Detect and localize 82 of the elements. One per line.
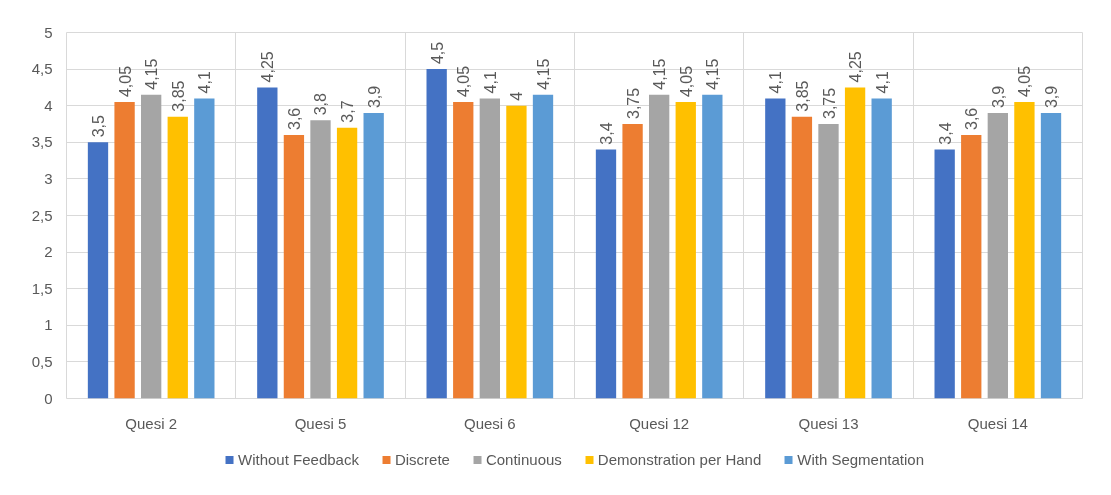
- bar: [283, 134, 305, 399]
- data-label: 4,1: [767, 71, 785, 94]
- data-label: 3,8: [312, 93, 330, 116]
- bar: [114, 102, 135, 399]
- data-label: 4,1: [873, 71, 891, 94]
- data-label: 3,9: [365, 85, 383, 109]
- x-tick-label: Quesi 2: [125, 414, 178, 432]
- x-tick-label: Quesi 12: [629, 414, 690, 432]
- bar: [702, 94, 723, 399]
- y-tick-label: 1,5: [31, 279, 53, 297]
- bar: [1040, 113, 1062, 399]
- bar: [194, 98, 215, 399]
- bar: [506, 105, 527, 399]
- data-label: 3,6: [963, 107, 981, 130]
- data-label: 4,1: [481, 71, 499, 94]
- bar: [532, 94, 554, 399]
- data-label: 4,05: [116, 65, 134, 98]
- y-tick-label: 2: [44, 243, 53, 261]
- data-label: 4,05: [455, 65, 473, 98]
- bar: [987, 113, 1008, 399]
- bar: [765, 98, 786, 399]
- bar: [1014, 102, 1035, 399]
- data-label: 3,5: [90, 114, 107, 138]
- bar: [87, 142, 109, 399]
- data-label: 4,25: [259, 51, 277, 83]
- bar: [675, 102, 696, 399]
- data-label: 3,75: [624, 87, 642, 119]
- y-tick-label: 3,5: [31, 133, 53, 151]
- legend-label: Without Feedback: [238, 450, 359, 468]
- x-tick-label: Quesi 6: [463, 414, 516, 432]
- y-tick-label: 1: [44, 316, 53, 334]
- bar: [961, 134, 982, 399]
- data-label: 4,5: [428, 41, 446, 65]
- data-label: 4: [508, 91, 526, 101]
- bar: [453, 102, 474, 399]
- data-label: 4,05: [1016, 65, 1034, 98]
- data-label: 4,1: [196, 71, 214, 94]
- bar: [257, 87, 278, 399]
- x-tick-label: Quesi 5: [294, 414, 347, 432]
- data-label: 3,7: [339, 100, 357, 123]
- legend-label: Continuous: [485, 450, 562, 468]
- x-tick-label: Quesi 14: [967, 414, 1028, 432]
- y-tick-label: 4,5: [31, 60, 53, 78]
- bar: [595, 149, 617, 399]
- bar: [622, 124, 643, 399]
- bar: [479, 98, 500, 399]
- data-label: 3,85: [793, 80, 811, 112]
- legend-label: Discrete: [394, 450, 450, 468]
- data-label: 3,9: [1043, 85, 1060, 109]
- bar: [336, 127, 358, 399]
- bar: [167, 116, 188, 399]
- y-tick-label: 2,5: [31, 206, 53, 224]
- x-tick-label: Quesi 13: [798, 414, 859, 432]
- data-label: 3,85: [169, 80, 187, 112]
- data-label: 4,15: [704, 58, 722, 90]
- bar: [871, 98, 892, 399]
- data-label: 3,75: [820, 87, 838, 119]
- bar: [649, 94, 670, 399]
- y-tick-label: 0: [44, 389, 53, 407]
- bar: [426, 69, 447, 399]
- data-label: 3,9: [989, 85, 1007, 109]
- data-label: 3,4: [936, 122, 954, 145]
- bar: [363, 113, 384, 399]
- bar: [818, 124, 839, 399]
- y-tick-label: 0,5: [31, 352, 53, 370]
- y-tick-label: 4: [44, 96, 53, 114]
- data-label: 4,05: [677, 65, 695, 98]
- y-tick-label: 5: [44, 23, 53, 41]
- bar: [310, 120, 331, 399]
- bar: [934, 149, 955, 399]
- bar: [791, 116, 813, 399]
- data-label: 3,6: [285, 107, 303, 130]
- y-tick-label: 3: [44, 169, 53, 187]
- data-label: 4,15: [535, 58, 552, 90]
- legend-label: Demonstration per Hand: [597, 450, 762, 468]
- bar: [141, 94, 162, 399]
- data-label: 4,15: [651, 58, 669, 90]
- bar: [844, 87, 866, 399]
- data-label: 4,15: [143, 58, 161, 90]
- legend-label: With Segmentation: [797, 450, 924, 468]
- data-label: 4,25: [847, 51, 865, 83]
- data-label: 3,4: [598, 122, 615, 145]
